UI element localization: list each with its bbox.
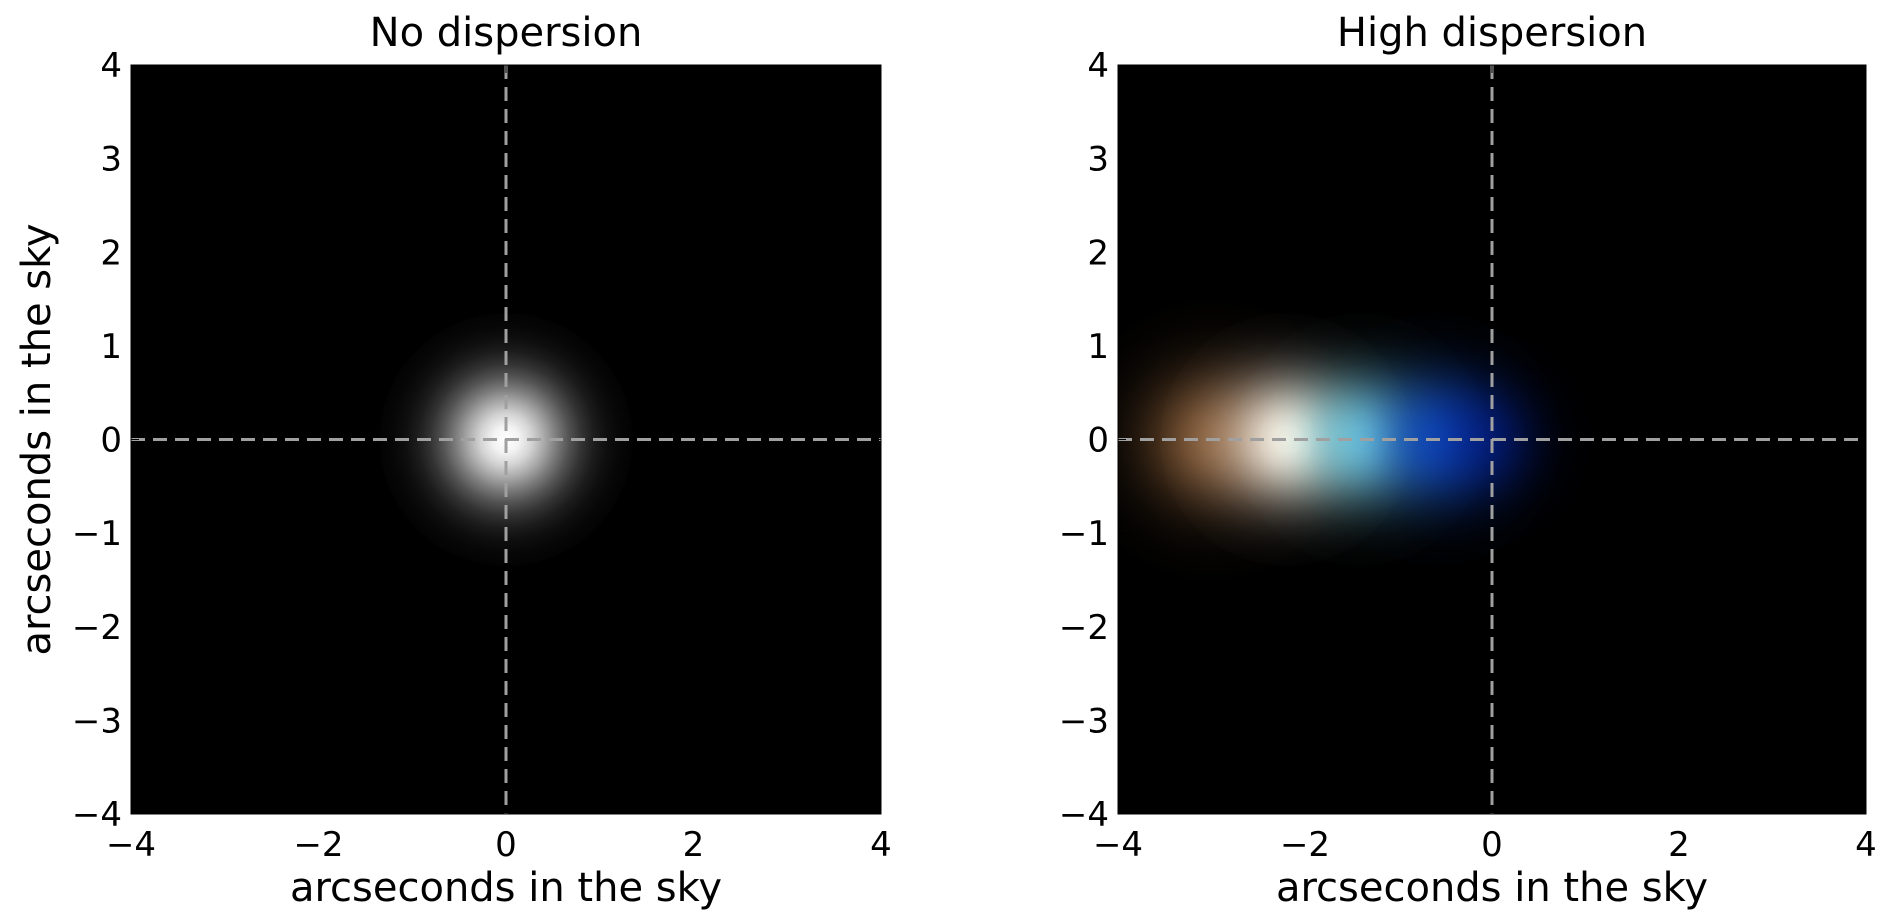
y-tick-label: 2 [1087,233,1109,273]
x-tick-label: 0 [495,825,517,865]
y-tick-label: −1 [1059,514,1109,554]
y-tick-label: 2 [100,233,122,273]
x-axis-label: arcseconds in the sky [1276,865,1708,911]
y-tick-label: 4 [100,46,122,86]
x-tick-label: −2 [293,825,343,865]
x-tick-label: 4 [1855,825,1877,865]
y-tick-label: −1 [72,514,122,554]
x-tick-label: 2 [1668,825,1690,865]
plot-area [1118,65,1866,814]
y-tick-label: 4 [1087,46,1109,86]
x-tick-label: 2 [683,825,705,865]
x-tick-label: 0 [1481,825,1503,865]
y-tick-label: 3 [100,140,122,180]
x-tick-label: −2 [1280,825,1330,865]
y-tick-label: 3 [1087,140,1109,180]
panel-no-dispersion: No dispersion −4 −2 0 2 4 4 3 2 1 0 −1 −2 −3 −4 arcse… [14,10,892,911]
y-tick-label: 1 [100,327,122,367]
y-tick-label: −4 [72,795,122,835]
y-tick-label: −2 [72,608,122,648]
y-tick-label: −3 [1059,701,1109,741]
x-tick-label: −4 [106,825,156,865]
panel-title: High dispersion [1337,10,1647,56]
tick-layer: −4 −2 0 2 4 4 3 2 1 0 −1 −2 −3 −4 [72,46,892,865]
y-tick-label: 1 [1087,327,1109,367]
panel-title: No dispersion [370,10,643,56]
tick-layer: −4 −2 0 2 4 4 3 2 1 0 −1 −2 −3 −4 [1059,46,1877,865]
y-tick-label: −2 [1059,608,1109,648]
y-tick-label: 0 [100,421,122,461]
x-tick-label: 4 [870,825,892,865]
y-tick-label: −4 [1059,795,1109,835]
y-axis-label: arcseconds in the sky [14,223,60,655]
y-tick-label: 0 [1087,421,1109,461]
x-tick-label: −4 [1093,825,1143,865]
panel-high-dispersion: High dispersion −4 −2 0 2 4 4 3 2 1 0 −1 −2 −3 −4 arc… [1059,10,1877,911]
x-axis-label: arcseconds in the sky [290,865,722,911]
plot-area [131,65,881,814]
y-tick-label: −3 [72,701,122,741]
